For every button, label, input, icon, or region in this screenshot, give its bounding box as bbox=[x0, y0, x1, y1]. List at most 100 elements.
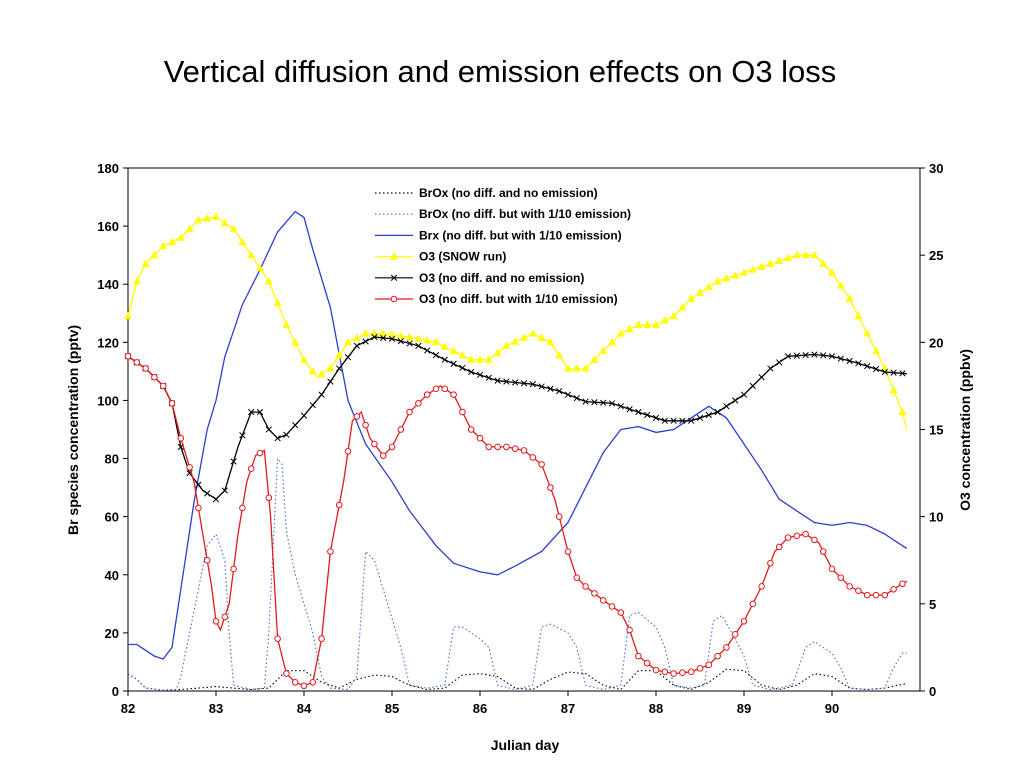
data-point bbox=[274, 435, 281, 442]
data-point bbox=[476, 434, 484, 442]
data-point bbox=[450, 391, 457, 398]
data-point bbox=[283, 431, 290, 438]
data-point bbox=[661, 668, 669, 676]
data-point bbox=[828, 565, 836, 573]
legend-item: O3 (no diff. and no emission) bbox=[375, 271, 584, 285]
data-point bbox=[467, 426, 475, 433]
data-point bbox=[599, 346, 608, 355]
data-point bbox=[467, 355, 476, 363]
x-tick-label: 86 bbox=[473, 701, 487, 716]
data-point bbox=[406, 340, 413, 347]
y-right-tick-label: 10 bbox=[929, 510, 943, 525]
data-point bbox=[405, 332, 414, 341]
y-left-tick-label: 0 bbox=[112, 684, 119, 699]
data-point bbox=[555, 350, 564, 359]
data-point bbox=[309, 678, 317, 686]
data-point bbox=[151, 373, 158, 381]
data-point bbox=[644, 411, 651, 419]
data-point bbox=[688, 417, 695, 424]
data-point bbox=[739, 268, 749, 276]
data-point bbox=[308, 366, 317, 375]
data-point bbox=[854, 311, 863, 320]
data-point bbox=[591, 399, 598, 406]
data-point bbox=[423, 336, 432, 344]
data-point bbox=[255, 263, 265, 272]
y-right-tick-label: 30 bbox=[929, 161, 943, 176]
data-point bbox=[176, 233, 185, 241]
data-point bbox=[564, 548, 572, 555]
data-point bbox=[318, 635, 325, 643]
data-point bbox=[820, 352, 827, 359]
data-point bbox=[485, 374, 492, 381]
series-4 bbox=[124, 333, 907, 503]
data-point bbox=[547, 484, 554, 491]
data-point bbox=[528, 329, 537, 337]
x-tick-label: 88 bbox=[649, 701, 663, 716]
data-point bbox=[511, 337, 520, 345]
data-point bbox=[652, 414, 660, 422]
data-point bbox=[581, 363, 590, 372]
data-point bbox=[855, 587, 862, 595]
data-point bbox=[635, 408, 642, 416]
data-point bbox=[863, 591, 871, 599]
legend-item: O3 (SNOW run) bbox=[375, 250, 506, 264]
x-tick-label: 89 bbox=[737, 701, 751, 716]
data-point bbox=[704, 282, 713, 291]
data-point bbox=[159, 241, 168, 250]
y-right-tick-label: 20 bbox=[929, 335, 943, 350]
data-point bbox=[705, 411, 712, 419]
legend: BrOx (no diff. and no emission) BrOx (no … bbox=[375, 186, 631, 306]
data-point bbox=[265, 494, 273, 502]
data-point bbox=[397, 338, 404, 345]
data-point bbox=[150, 250, 159, 259]
data-point bbox=[132, 276, 141, 285]
data-point bbox=[801, 250, 810, 259]
data-point bbox=[837, 574, 845, 581]
data-point bbox=[512, 379, 519, 386]
data-point bbox=[679, 417, 686, 424]
data-point bbox=[353, 413, 361, 420]
data-point bbox=[626, 626, 633, 634]
data-point bbox=[608, 603, 616, 610]
data-point bbox=[758, 583, 765, 590]
legend-item: Brx (no diff. but with 1/10 emission) bbox=[375, 228, 622, 242]
x-axis-label: Julian day bbox=[491, 737, 560, 753]
legend-label: BrOx (no diff. and no emission) bbox=[419, 186, 598, 200]
data-point bbox=[547, 385, 554, 392]
data-point bbox=[872, 591, 880, 599]
data-point bbox=[292, 421, 299, 429]
series-layer bbox=[123, 210, 908, 691]
data-point bbox=[389, 252, 399, 260]
y-axis-left-label: Br species concentration (pptv) bbox=[65, 325, 81, 535]
data-point bbox=[431, 337, 441, 346]
data-point bbox=[133, 359, 141, 366]
data-point bbox=[881, 368, 888, 376]
data-point bbox=[318, 391, 325, 398]
data-point bbox=[229, 224, 238, 233]
data-point bbox=[247, 250, 256, 259]
data-point bbox=[468, 368, 475, 376]
data-point bbox=[327, 378, 334, 385]
data-point bbox=[582, 398, 589, 405]
data-point bbox=[450, 360, 457, 367]
data-point bbox=[291, 678, 299, 686]
data-point bbox=[221, 487, 228, 494]
data-point bbox=[291, 337, 300, 346]
data-point bbox=[669, 311, 678, 320]
data-point bbox=[802, 530, 809, 538]
data-point bbox=[563, 363, 573, 372]
data-point bbox=[441, 385, 449, 393]
data-point bbox=[387, 330, 397, 338]
data-point bbox=[766, 259, 775, 267]
data-point bbox=[880, 363, 889, 372]
data-point bbox=[899, 370, 906, 377]
data-point bbox=[617, 609, 625, 616]
legend-item: O3 (no diff. but with 1/10 emission) bbox=[375, 292, 618, 306]
data-point bbox=[573, 574, 581, 581]
data-point bbox=[485, 443, 493, 451]
data-point bbox=[678, 302, 687, 311]
data-point bbox=[476, 371, 484, 379]
data-point bbox=[767, 559, 774, 567]
data-point bbox=[607, 337, 617, 346]
data-point bbox=[749, 600, 757, 608]
